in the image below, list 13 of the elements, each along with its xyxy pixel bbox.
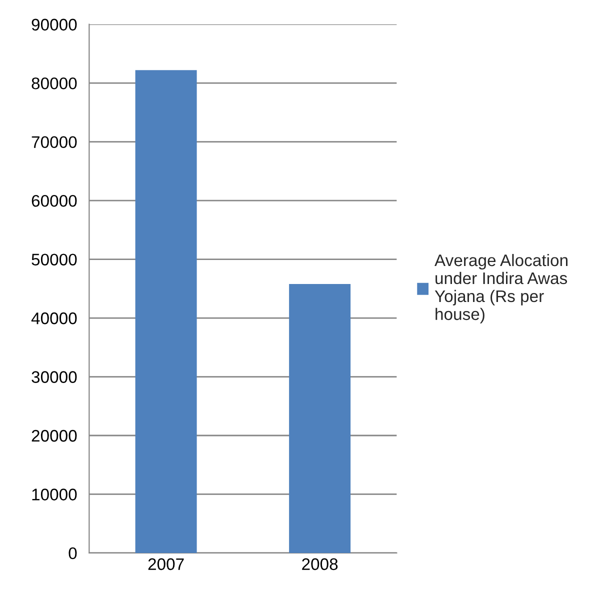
legend-label: Average Alocation under Indira Awas Yojana (Rs per house)	[434, 254, 568, 324]
y-tick-label: 10000	[32, 488, 77, 500]
y-tick-label: 70000	[32, 136, 77, 148]
y-tick-label: 0	[68, 547, 77, 560]
y-tick-label: 50000	[32, 254, 77, 266]
y-tick-label: 60000	[32, 194, 77, 207]
y-tick-label: 30000	[32, 371, 77, 383]
y-tick-label: 20000	[32, 430, 77, 442]
y-tick-label: 90000	[32, 18, 77, 31]
x-tick-label: 2008	[302, 558, 338, 570]
y-tick-label: 80000	[32, 77, 77, 90]
y-tick-label: 40000	[31, 312, 77, 324]
x-tick-label: 2007	[148, 558, 184, 570]
